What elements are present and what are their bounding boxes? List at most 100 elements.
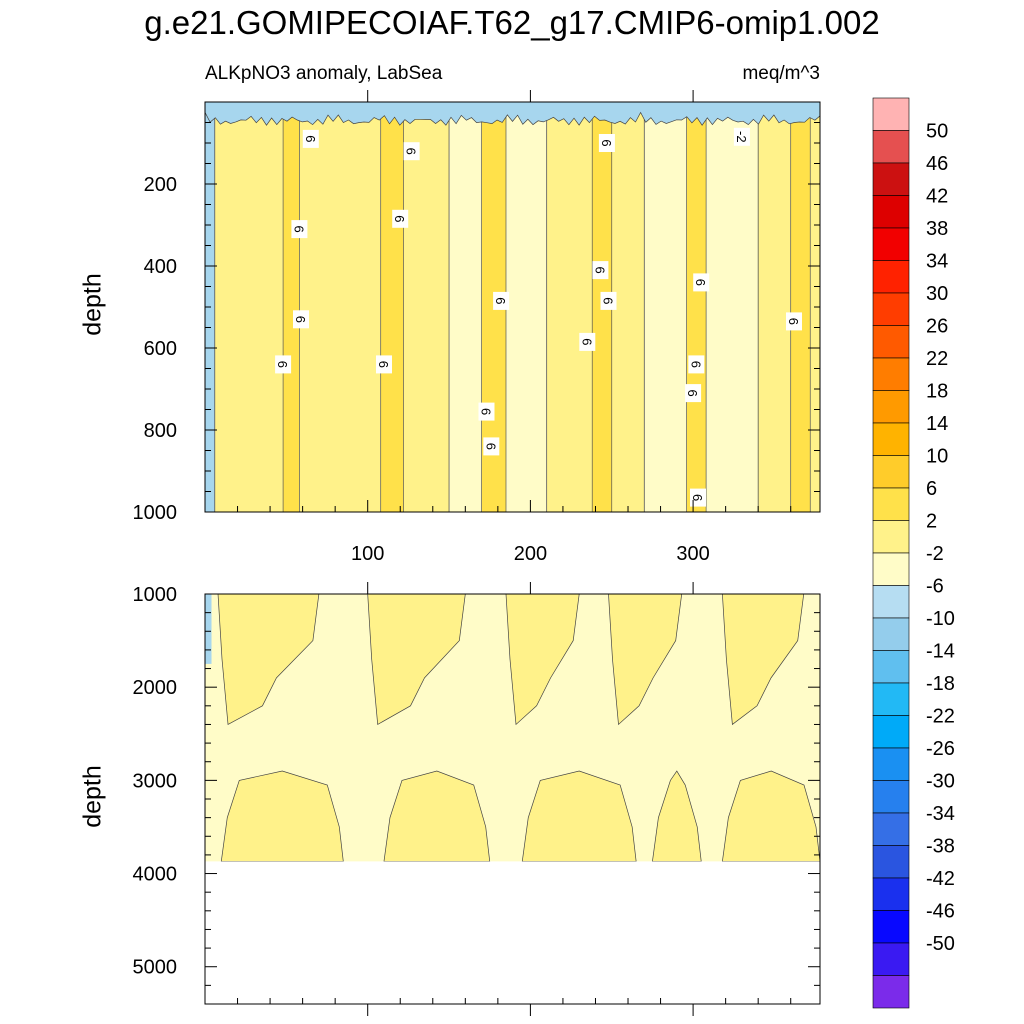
colorbar-swatch bbox=[872, 812, 910, 846]
contour-label: 6 bbox=[478, 402, 495, 421]
contour-label: 6 bbox=[786, 312, 802, 331]
variable-subtitle: ALKpNO3 anomaly, LabSea bbox=[205, 63, 443, 84]
colorbar: 50 46 42 38 34 30 26 22 18 14 10 6 2 -2 -6 -10 -14 -18 -22… bbox=[872, 97, 955, 1009]
contour-label-text: 6 bbox=[690, 494, 705, 501]
colorbar-swatch bbox=[872, 910, 910, 944]
contour-label-box bbox=[600, 291, 617, 310]
colorbar-swatch bbox=[872, 715, 910, 749]
colorbar-label: -14 bbox=[926, 641, 955, 663]
high-band bbox=[283, 102, 300, 512]
colorbar-label: 6 bbox=[926, 478, 937, 500]
colorbar-swatch bbox=[872, 390, 910, 424]
upper-contour-labels: 6 6 6 -2 6 6 6 6 6 6 6 6 6 6 6 6 6 6 6 6 bbox=[275, 127, 802, 507]
colorbar-label: 34 bbox=[926, 251, 948, 273]
upper-warm-lobe bbox=[608, 594, 683, 726]
contour-label-box bbox=[685, 384, 702, 403]
colorbar-swatch bbox=[872, 650, 910, 684]
contour-label-text: 6 bbox=[601, 297, 616, 304]
y-tick-label: 1000 bbox=[133, 502, 178, 524]
colorbar-swatch bbox=[872, 325, 910, 359]
lower-warm-lobe bbox=[383, 770, 491, 862]
contour-label-text: 6 bbox=[493, 297, 508, 304]
colorbar-swatch bbox=[872, 195, 910, 229]
contour-label-text: 6 bbox=[685, 389, 700, 396]
contour-label-text: 6 bbox=[592, 266, 607, 273]
upper-warm-lobe bbox=[217, 594, 320, 726]
colorbar-label: -46 bbox=[926, 901, 955, 923]
contour-label: 6 bbox=[403, 142, 420, 161]
contour-label-text: 6 bbox=[404, 148, 419, 155]
contour-label: 6 bbox=[690, 488, 706, 507]
colorbar-label: 38 bbox=[926, 218, 948, 240]
contour-label-box bbox=[493, 291, 510, 310]
contour-label-box bbox=[392, 209, 409, 228]
colorbar-label: -26 bbox=[926, 738, 955, 760]
contour-label-text: 6 bbox=[479, 408, 494, 415]
contour-label: 6 bbox=[302, 129, 319, 148]
colorbar-label: 14 bbox=[926, 413, 948, 435]
colorbar-label: 18 bbox=[926, 381, 948, 403]
colorbar-swatch bbox=[872, 97, 910, 131]
high-band bbox=[380, 102, 404, 512]
lower-warm-lobe bbox=[220, 770, 344, 862]
contour-label-box bbox=[403, 142, 420, 161]
y-tick-label: 1000 bbox=[133, 584, 178, 606]
contour-label-box bbox=[688, 355, 705, 374]
colorbar-label: -18 bbox=[926, 673, 955, 695]
high-band bbox=[686, 102, 707, 512]
contour-label-text: 6 bbox=[786, 318, 801, 325]
contour-label-text: 6 bbox=[275, 361, 290, 368]
colorbar-swatch bbox=[872, 682, 910, 716]
contour-label-text: 6 bbox=[693, 279, 708, 286]
colorbar-swatch bbox=[872, 292, 910, 326]
x-tick-label: 200 bbox=[514, 543, 547, 565]
colorbar-swatch bbox=[872, 520, 910, 554]
contour-label-text: 6 bbox=[579, 338, 594, 345]
colorbar-label: 42 bbox=[926, 186, 948, 208]
contour-label: 6 bbox=[493, 291, 510, 310]
y-tick-label: 5000 bbox=[133, 957, 178, 979]
units-subtitle: meq/m^3 bbox=[742, 63, 820, 84]
y-tick-label: 4000 bbox=[133, 864, 178, 886]
contour-label: 6 bbox=[275, 355, 292, 374]
colorbar-swatch bbox=[872, 487, 910, 521]
contour-label-box bbox=[291, 220, 308, 239]
upper-warm-lobe bbox=[367, 594, 466, 726]
upper-warm-lobe bbox=[505, 594, 580, 726]
contour-label-box bbox=[275, 355, 292, 374]
colorbar-label: 2 bbox=[926, 511, 937, 533]
colorbar-swatch bbox=[872, 260, 910, 294]
colorbar-label: 10 bbox=[926, 446, 948, 468]
colorbar-swatch bbox=[872, 357, 910, 391]
contour-label-box bbox=[376, 355, 392, 374]
contour-label-text: -2 bbox=[734, 131, 749, 143]
contour-label: 6 bbox=[688, 355, 705, 374]
contour-label: 6 bbox=[598, 134, 615, 152]
colorbar-swatch bbox=[872, 877, 910, 911]
colorbar-swatch bbox=[872, 747, 910, 781]
colorbar-label: -38 bbox=[926, 836, 955, 858]
contour-label: 6 bbox=[291, 220, 308, 239]
y-tick-label: 400 bbox=[144, 256, 177, 278]
contour-label: 6 bbox=[685, 384, 702, 403]
colorbar-swatch bbox=[872, 845, 910, 879]
contour-label-box bbox=[293, 310, 309, 329]
contour-label-box bbox=[302, 129, 319, 148]
colorbar-label: -2 bbox=[926, 543, 944, 565]
contour-label-box bbox=[598, 134, 615, 152]
colorbar-swatch bbox=[872, 422, 910, 456]
contour-label-text: 6 bbox=[483, 443, 498, 450]
high-band bbox=[790, 102, 811, 512]
colorbar-label: 22 bbox=[926, 348, 948, 370]
colorbar-swatch bbox=[872, 617, 910, 651]
contour-label-text: 6 bbox=[688, 361, 703, 368]
lower-panel-field bbox=[205, 594, 820, 1004]
colorbar-swatch bbox=[872, 975, 910, 1009]
contour-label-box bbox=[592, 261, 609, 280]
colorbar-label: -34 bbox=[926, 803, 955, 825]
colorbar-swatch bbox=[872, 227, 910, 261]
contour-label: 6 bbox=[579, 332, 596, 351]
colorbar-label: 50 bbox=[926, 121, 948, 143]
contour-label-text: 6 bbox=[291, 225, 306, 232]
negative-strip bbox=[205, 594, 212, 664]
